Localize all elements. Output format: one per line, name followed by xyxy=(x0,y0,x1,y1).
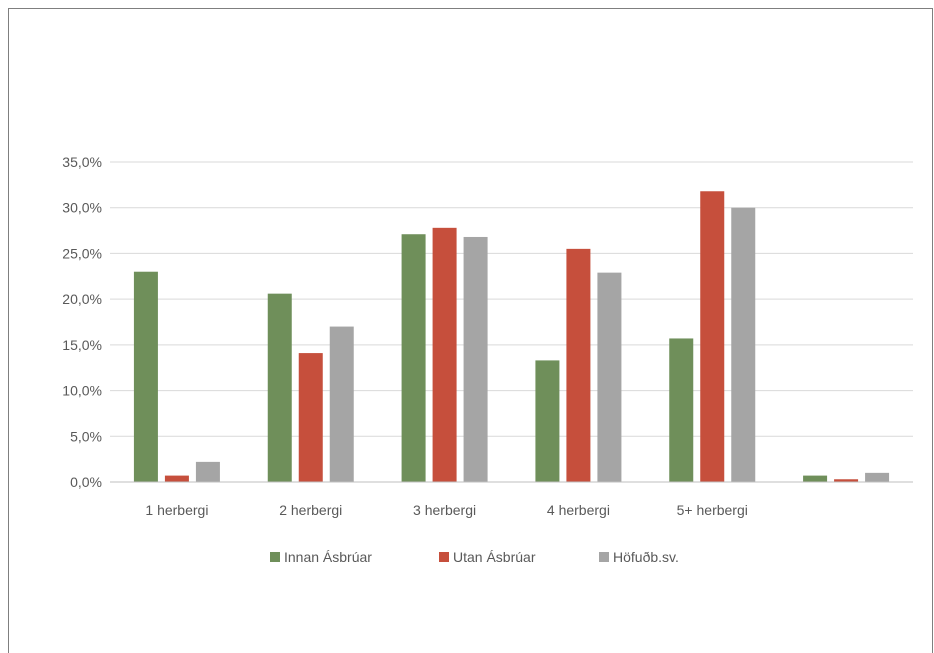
y-tick-label: 5,0% xyxy=(70,428,102,444)
legend-label: Utan Ásbrúar xyxy=(453,549,536,565)
bar-2-3 xyxy=(432,227,457,482)
bar-3-6 xyxy=(865,472,890,482)
y-tick-label: 10,0% xyxy=(62,383,102,399)
y-tick-label: 25,0% xyxy=(62,245,102,261)
y-tick-label: 0,0% xyxy=(70,474,102,490)
legend-swatch xyxy=(270,552,280,562)
y-tick-label: 35,0% xyxy=(62,154,102,170)
legend-swatch xyxy=(599,552,609,562)
y-tick-label: 15,0% xyxy=(62,337,102,353)
bar-3-1 xyxy=(195,461,220,482)
gridlines xyxy=(110,161,913,437)
bar-1-4 xyxy=(535,360,560,482)
legend-label: Innan Ásbrúar xyxy=(284,549,372,565)
bar-2-1 xyxy=(164,475,189,482)
bars xyxy=(133,191,890,482)
y-tick-label: 30,0% xyxy=(62,200,102,216)
bar-1-5 xyxy=(669,338,694,482)
bar-1-3 xyxy=(401,234,426,482)
x-tick-label: 5+ herbergi xyxy=(677,502,748,518)
y-axis-ticks: 0,0% 5,0% 10,0% 15,0% 20,0% 25,0% 30,0% 35,0% xyxy=(62,154,102,490)
bar-1-6 xyxy=(803,475,828,482)
bar-1-1 xyxy=(133,271,158,482)
x-tick-label: 3 herbergi xyxy=(413,502,476,518)
x-tick-label: 4 herbergi xyxy=(547,502,610,518)
x-tick-label: 1 herbergi xyxy=(145,502,208,518)
x-axis-ticks: 1 herbergi 2 herbergi 3 herbergi 4 herbergi… xyxy=(145,502,747,518)
bar-2-4 xyxy=(566,248,591,482)
x-tick-label: 2 herbergi xyxy=(279,502,342,518)
bar-3-5 xyxy=(731,207,756,482)
y-tick-label: 20,0% xyxy=(62,291,102,307)
bar-1-2 xyxy=(267,293,292,482)
bar-3-3 xyxy=(463,236,488,482)
bar-2-6 xyxy=(834,479,859,482)
bar-2-2 xyxy=(298,353,323,482)
legend-swatch xyxy=(439,552,449,562)
bar-3-2 xyxy=(329,326,354,482)
legend-label: Höfuðb.sv. xyxy=(613,549,679,565)
legend: Innan Ásbrúar Utan Ásbrúar Höfuðb.sv. xyxy=(270,549,679,565)
bar-3-4 xyxy=(597,272,622,482)
bar-2-5 xyxy=(700,191,725,482)
